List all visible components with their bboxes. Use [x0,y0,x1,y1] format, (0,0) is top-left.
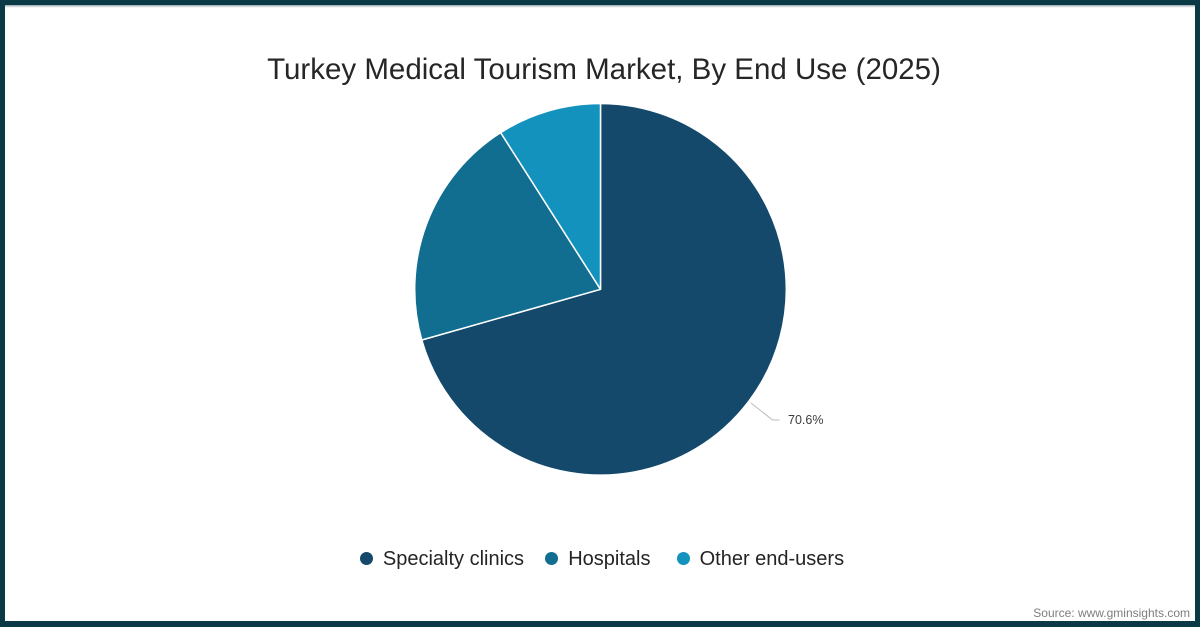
svg-text:70.6%: 70.6% [788,413,823,427]
